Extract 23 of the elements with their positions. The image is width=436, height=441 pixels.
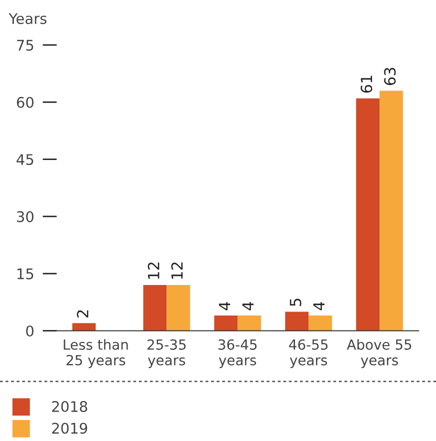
y-tick-label: 30 [17,211,34,222]
legend-label: 2019 [52,422,88,434]
data-label: 63 [384,68,396,86]
x-tick-label: 46-55 years [289,339,328,368]
data-label: 2 [76,310,88,318]
y-axis-title: Years [8,13,46,24]
x-tick-label: Above 55 years [346,339,412,368]
data-label: 12 [148,262,160,279]
y-tick-label: 0 [26,325,34,336]
data-label: 4 [313,302,324,310]
x-tick-label: Less than 25 years [64,339,128,368]
legend-label: 2018 [52,401,88,412]
data-label: 61 [360,76,372,93]
y-tick-label: 75 [17,40,34,51]
y-tick-label: 15 [18,268,34,280]
data-label: 4 [218,302,230,310]
data-label: 4 [242,302,254,310]
x-tick-label: 25-35 years [148,339,186,368]
y-tick-label: 45 [16,154,34,166]
data-label: 5 [290,298,302,306]
x-tick-label: 36-45 years [218,339,257,368]
data-label: 12 [171,262,183,279]
y-tick-label: 60 [16,96,34,108]
